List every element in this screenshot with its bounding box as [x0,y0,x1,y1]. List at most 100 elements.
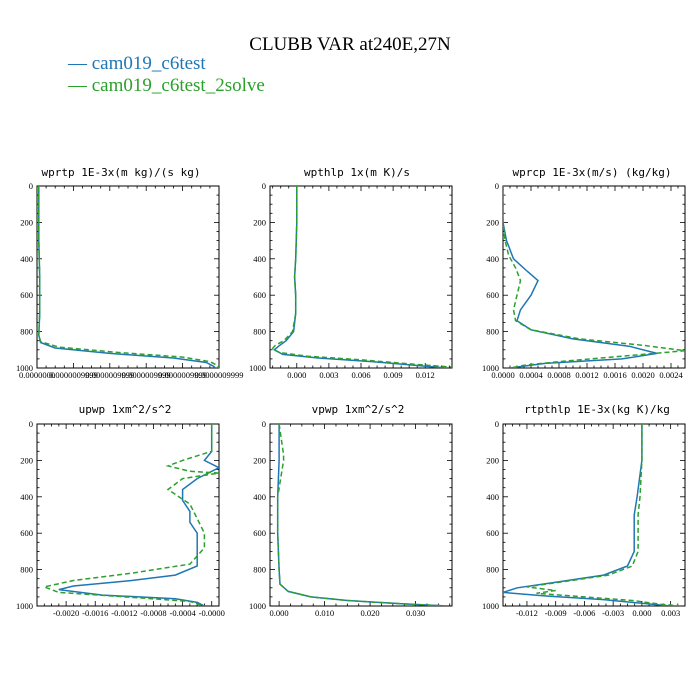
x-tick-label: 0.0000 [491,370,514,380]
x-tick-label: -0.0004 [169,608,196,618]
y-tick-label: 400 [20,492,33,502]
y-tick-label: 600 [486,290,499,300]
y-tick-label: 1000 [482,363,499,373]
series-line-2 [526,424,681,606]
y-tick-label: 1000 [16,363,33,373]
legend: — cam019_c6test — cam019_c6test_2solve [67,53,265,96]
plot-content: 0 200 400 600 800 1000 0.000 0.003 0.006 0.009 0.0… [249,181,452,380]
y-tick-label: 1000 [249,601,266,611]
panel-wprtp: wprtp 1E-3x(m kg)/(s kg) 0 200 400 600 800 10… [16,166,243,380]
y-tick-label: 400 [253,492,266,502]
series-line-1 [272,186,447,368]
plot-content: 020040060080010000.00000000.00000099990.… [16,181,243,380]
y-tick-label: 0 [495,419,499,429]
x-tick-label: 0.0020 [631,370,654,380]
x-tick-label: 0.006 [351,370,370,380]
y-tick-label: 0 [262,181,266,191]
y-tick-label: 400 [253,254,266,264]
x-tick-label: 0.0000009999 [85,370,134,380]
y-tick-label: 0 [29,419,33,429]
panel-title-wprcp: wprcp 1E-3x(m/s) (kg/kg) [513,166,672,179]
x-tick-label: 0.012 [416,370,435,380]
legend-marker-1: — [67,53,88,74]
series-line-2 [270,186,452,368]
y-tick-label: 0 [29,181,33,191]
plot-content: 0 200 400 600 800 1000 0.000 0.010 0.020 0.030 [249,419,452,618]
series-line-2 [276,424,448,606]
legend-entry-1: — cam019_c6test [67,53,206,74]
y-tick-label: 1000 [16,601,33,611]
plot-content: 0 200 400 600 800 1000 -0.012 -0.009 -0.006 -0.00… [482,419,686,618]
panel-title-vpwp: vpwp 1xm^2/s^2 [312,403,405,416]
x-tick-label: -0.0012 [111,608,137,618]
x-tick-label: -0.0008 [140,608,166,618]
series-line-2 [503,186,685,368]
y-tick-label: 600 [253,528,266,538]
y-tick-label: 200 [20,217,33,227]
x-tick-label: 0.0000009999 [49,370,98,380]
panel-title-wprtp: wprtp 1E-3x(m kg)/(s kg) [42,166,201,179]
x-tick-label: 0.0000009999 [122,370,171,380]
y-tick-label: 800 [253,327,266,337]
legend-marker-2: — [67,75,88,96]
panel-title-upwp: upwp 1xm^2/s^2 [79,403,172,416]
y-tick-label: 200 [486,217,499,227]
x-tick-label: -0.009 [545,608,567,618]
y-tick-label: 400 [486,254,499,264]
x-tick-label: 0.0000009999 [158,370,207,380]
x-tick-label: 0.0000009999 [195,370,244,380]
y-tick-label: 200 [486,455,499,465]
y-tick-label: 200 [20,455,33,465]
y-tick-label: 800 [486,327,499,337]
y-tick-label: 400 [486,492,499,502]
panel-wprcp: wprcp 1E-3x(m/s) (kg/kg) 0 200 400 600 800 10… [482,166,686,380]
series-line-1 [276,424,448,606]
y-tick-label: 800 [486,565,499,575]
legend-entry-2: — cam019_c6test_2solve [67,75,265,96]
plot-frame [36,423,220,607]
x-tick-label: 0.0008 [547,370,570,380]
panel-title-rtpthlp: rtpthlp 1E-3x(kg K)/kg [524,403,670,416]
y-tick-label: 600 [20,528,33,538]
series-line-2 [38,186,219,368]
x-tick-label: -0.0000 [199,608,225,618]
x-tick-label: 0.0012 [575,370,598,380]
x-tick-label: 0.010 [315,608,334,618]
panel-upwp: upwp 1xm^2/s^2 02004006008001000-0.0020-… [16,403,225,618]
y-tick-label: 800 [20,565,33,575]
figure-title: CLUBB VAR at240E,27N [249,34,451,55]
x-tick-label: 0.030 [406,608,425,618]
x-tick-label: -0.003 [602,608,624,618]
x-tick-label: -0.012 [516,608,538,618]
plot-frame [502,423,686,607]
x-tick-label: 0.0004 [519,370,543,380]
x-tick-label: 0.0016 [603,370,626,380]
y-tick-label: 200 [253,217,266,227]
x-tick-label: 0.000 [287,370,306,380]
y-tick-label: 0 [495,181,499,191]
x-tick-label: 0.0024 [659,370,683,380]
y-tick-label: 800 [20,327,33,337]
panel-rtpthlp: rtpthlp 1E-3x(kg K)/kg 0 200 400 600 800 1000… [482,403,686,618]
y-tick-label: 800 [253,565,266,575]
y-tick-label: 1000 [249,363,266,373]
legend-label-1: cam019_c6test [92,53,207,74]
x-tick-label: -0.0020 [53,608,79,618]
panel-vpwp: vpwp 1xm^2/s^2 0 200 400 600 800 1000 0.000 0.0… [249,403,453,618]
series-line-1 [503,186,658,368]
x-tick-label: -0.006 [573,608,595,618]
plot-frame [269,423,453,607]
x-tick-label: -0.0016 [82,608,108,618]
plot-frame [36,185,220,369]
y-tick-label: 0 [262,419,266,429]
x-tick-label: 0.0000000 [19,370,55,380]
legend-label-2: cam019_c6test_2solve [92,75,265,96]
x-tick-label: 0.000 [270,608,289,618]
y-tick-label: 600 [486,528,499,538]
series-line-2 [41,424,219,606]
y-tick-label: 400 [20,254,33,264]
